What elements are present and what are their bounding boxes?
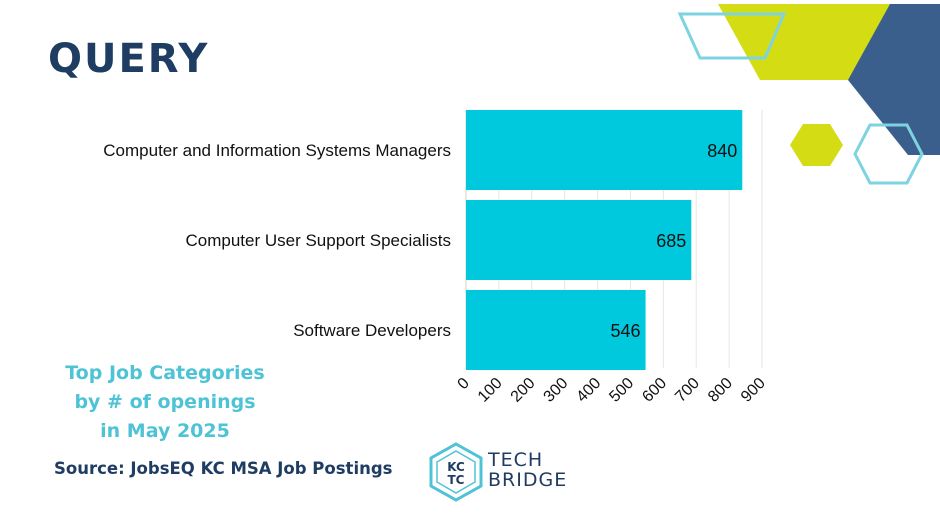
caption-line-3: in May 2025 — [100, 420, 230, 442]
x-tick-label: 800 — [705, 375, 736, 406]
caption-line-2: by # of openings — [74, 391, 256, 413]
techbridge-logo: KC TC TECH BRIDGE — [426, 442, 576, 502]
logo-name-line-2: BRIDGE — [488, 469, 568, 491]
lime-stripe-shape — [718, 4, 890, 80]
badge-bottom-text: TC — [448, 473, 465, 487]
kc-tc-badge-icon: KC TC — [429, 442, 483, 502]
x-tick-label: 400 — [573, 375, 604, 406]
caption-line-1: Top Job Categories — [65, 362, 265, 384]
x-tick-label: 300 — [541, 375, 572, 406]
badge-top-text: KC — [447, 460, 465, 474]
category-label: Computer User Support Specialists — [185, 231, 451, 250]
category-label: Software Developers — [293, 321, 451, 340]
data-label: 685 — [656, 231, 686, 251]
cyan-outline-trapezoid — [677, 12, 787, 60]
lime-hexagon-shape — [790, 124, 843, 166]
x-tick-label: 200 — [508, 375, 539, 406]
x-tick-label: 100 — [475, 375, 506, 406]
bar — [466, 290, 646, 370]
source-note: Source: JobsEQ KC MSA Job Postings — [54, 459, 393, 478]
x-tick-label: 700 — [672, 375, 703, 406]
cyan-outline-hexagon — [853, 123, 924, 185]
data-label: 546 — [611, 321, 641, 341]
x-tick-label: 600 — [639, 375, 670, 406]
bar — [466, 110, 743, 190]
page-title: QUERY — [48, 36, 210, 82]
x-tick-label: 900 — [738, 375, 769, 406]
category-label: Computer and Information Systems Manager… — [103, 141, 451, 160]
chart-caption: Top Job Categories by # of openings in M… — [40, 359, 290, 446]
x-tick-label: 500 — [606, 375, 637, 406]
data-label: 840 — [707, 141, 737, 161]
bar — [466, 200, 692, 280]
x-tick-label: 0 — [455, 375, 473, 393]
logo-name-line-1: TECH — [488, 449, 544, 471]
logo-wordmark: TECH BRIDGE — [488, 450, 567, 490]
